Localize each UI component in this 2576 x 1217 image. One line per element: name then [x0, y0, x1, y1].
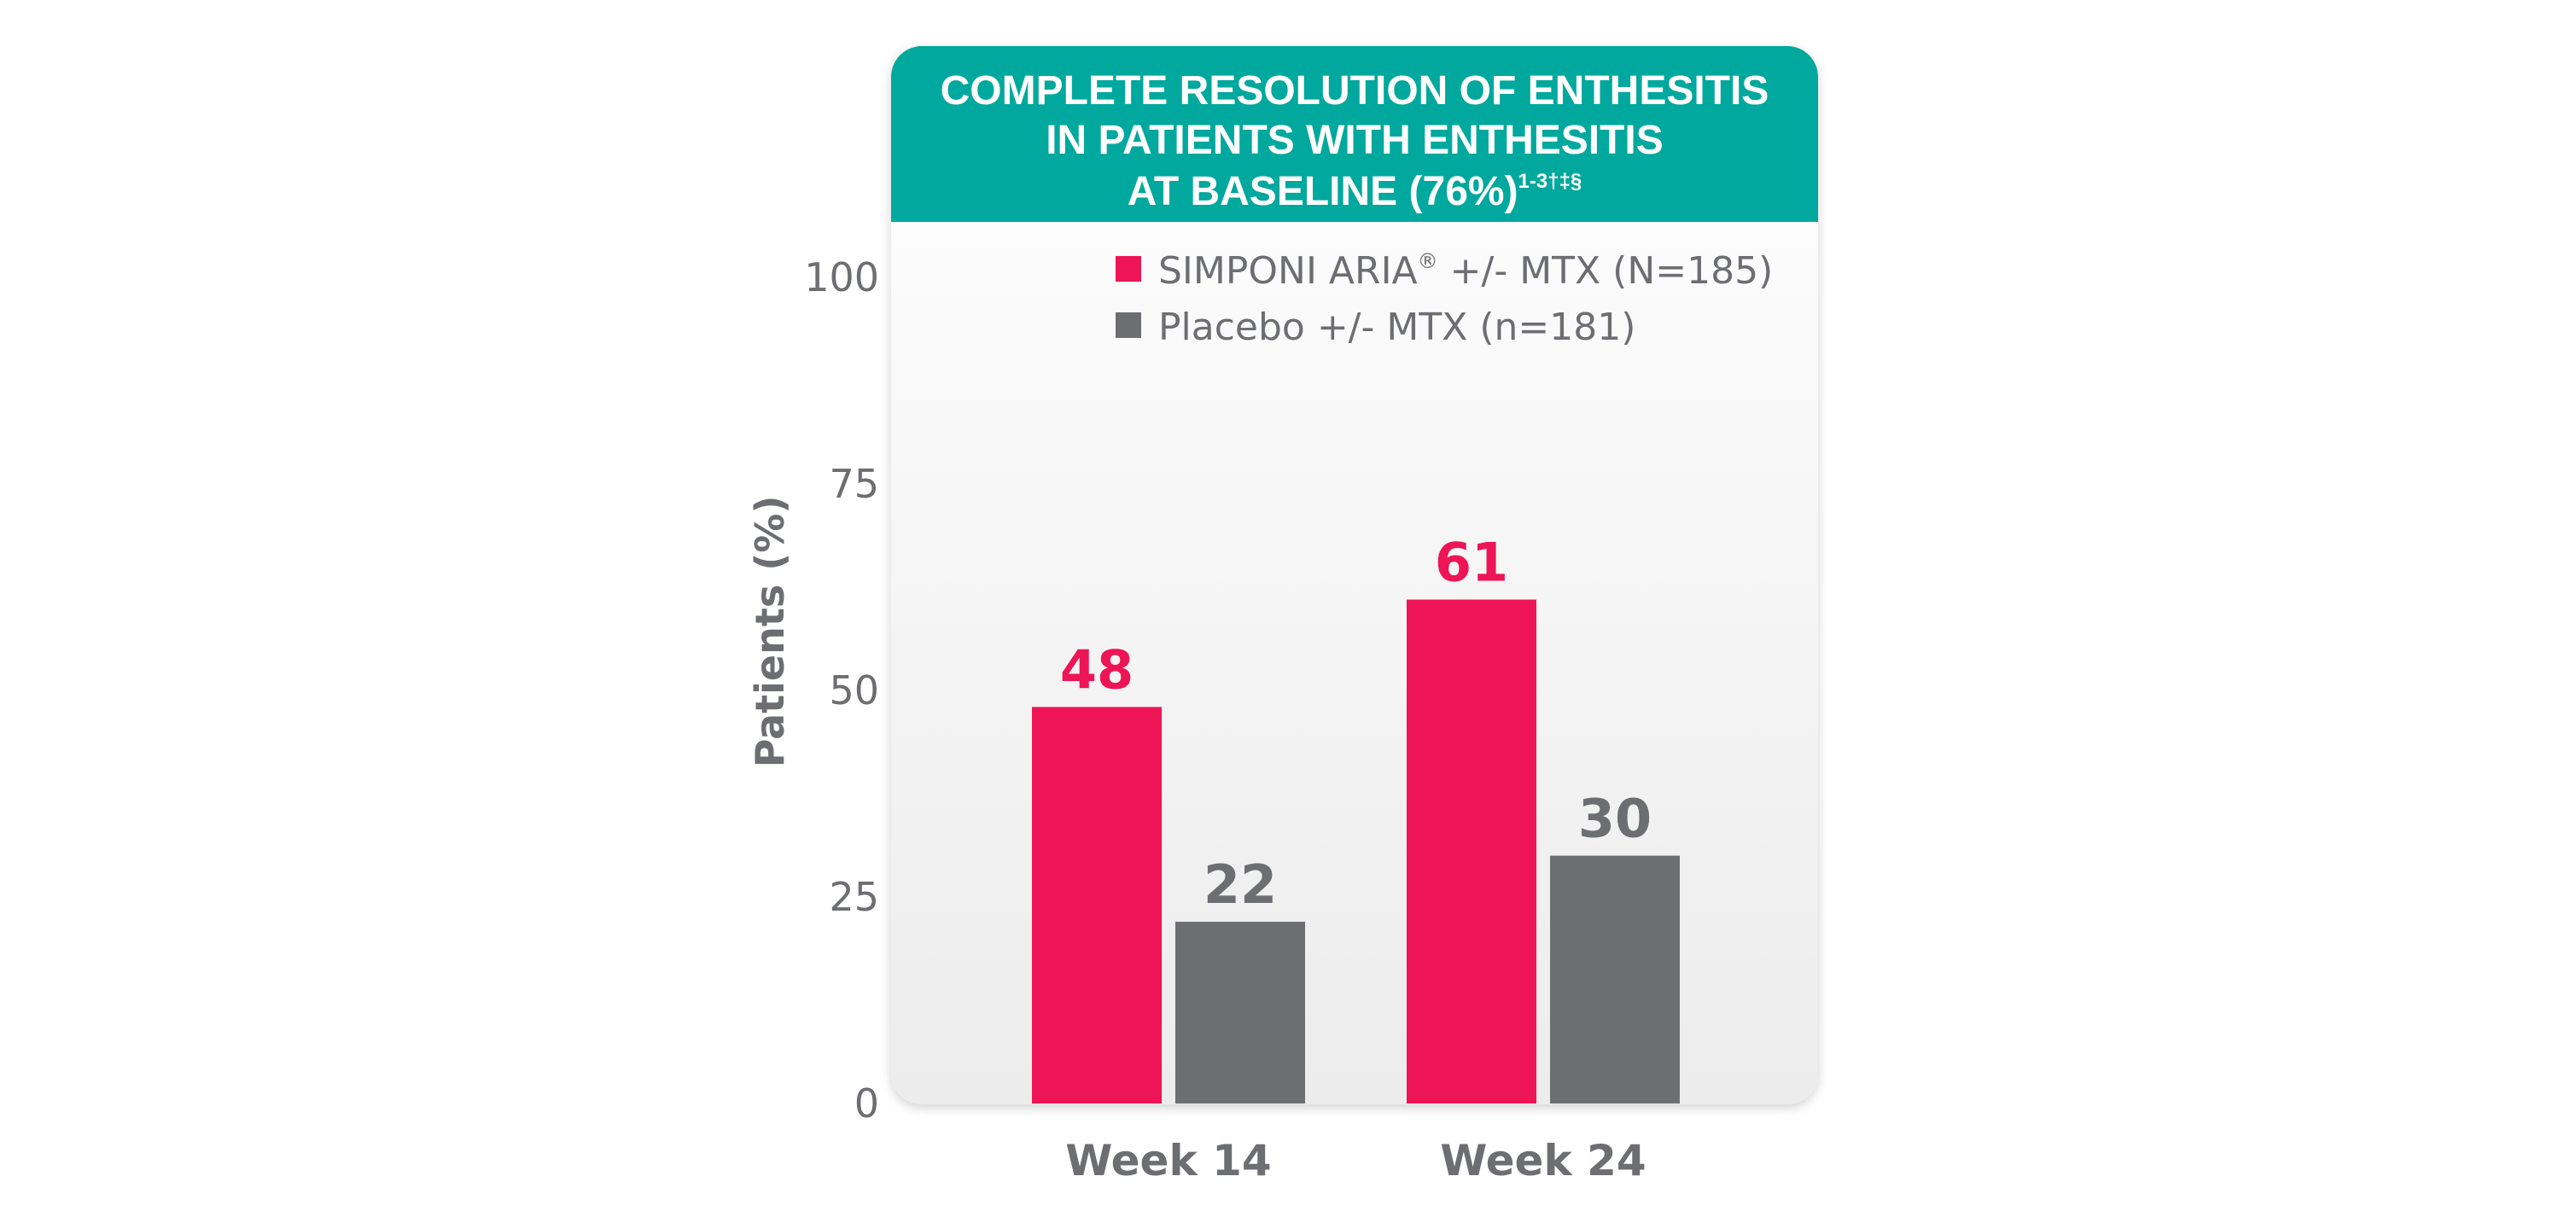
bar-simponi	[1032, 707, 1162, 1103]
legend: SIMPONI ARIA® +/- MTX (N=185) Placebo +/…	[1116, 249, 1773, 349]
legend-swatch-simponi	[1116, 256, 1141, 282]
y-axis-ticks: 0 25 50 75 100	[804, 254, 879, 1127]
value-label-placebo: 22	[1203, 853, 1277, 916]
value-label-placebo: 30	[1578, 788, 1652, 850]
title-line-3-text: AT BASELINE (76%)	[1128, 169, 1518, 214]
y-tick-label: 25	[829, 874, 879, 920]
title-line-3: AT BASELINE (76%)1-3†‡§	[1128, 169, 1582, 214]
y-tick-label: 75	[829, 461, 879, 507]
y-tick-label: 100	[804, 254, 879, 300]
bars	[1032, 599, 1680, 1103]
y-tick-label: 0	[854, 1080, 879, 1127]
value-labels: 48 22 61 30	[1060, 532, 1652, 917]
bar-placebo	[1550, 855, 1680, 1103]
category-labels: Week 14 Week 24	[1065, 1136, 1646, 1185]
title-line-2: IN PATIENTS WITH ENTHESITIS	[1046, 118, 1664, 163]
category-label: Week 14	[1065, 1136, 1271, 1185]
title-line-1: COMPLETE RESOLUTION OF ENTHESITIS	[941, 68, 1769, 114]
chart-title: COMPLETE RESOLUTION OF ENTHESITIS IN PAT…	[941, 68, 1769, 214]
value-label-simponi: 61	[1435, 532, 1508, 594]
title-superscript: 1-3†‡§	[1518, 170, 1582, 193]
legend-label-simponi: SIMPONI ARIA® +/- MTX (N=185)	[1158, 249, 1773, 293]
title-header-bar	[891, 46, 1818, 222]
legend-swatch-placebo	[1116, 312, 1141, 338]
y-tick-label: 50	[829, 667, 879, 713]
bar-placebo	[1175, 922, 1305, 1103]
y-axis-title: Patients (%)	[747, 496, 793, 768]
bar-simponi	[1407, 599, 1536, 1103]
legend-label-placebo: Placebo +/- MTX (n=181)	[1158, 306, 1635, 349]
value-label-simponi: 48	[1060, 638, 1134, 701]
category-label: Week 24	[1440, 1136, 1646, 1185]
